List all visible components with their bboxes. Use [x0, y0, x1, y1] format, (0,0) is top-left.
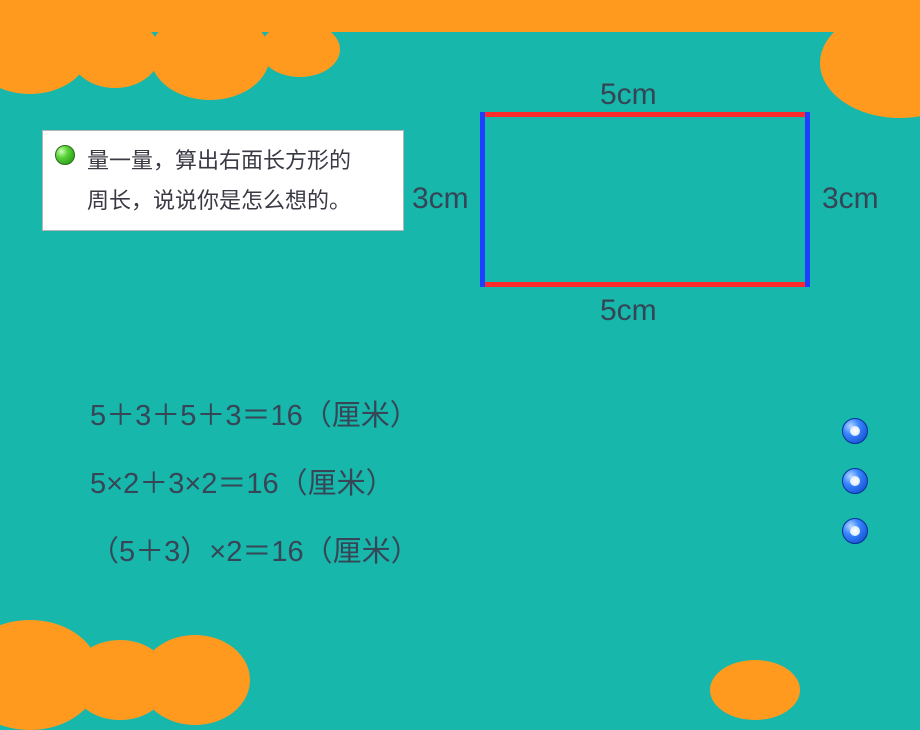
instruction-line1: 量一量，算出右面长方形的 — [87, 141, 391, 181]
instruction-box: 量一量，算出右面长方形的 周长，说说你是怎么想的。 — [42, 130, 404, 231]
cloud-shape — [260, 22, 340, 77]
equations-block: 5＋3＋5＋3＝16（厘米） 5×2＋3×2＝16（厘米） （5＋3）×2＝16… — [90, 382, 420, 586]
equation-3: （5＋3）×2＝16（厘米） — [90, 518, 420, 586]
rectangle-diagram — [480, 112, 810, 287]
cloud-shape — [150, 10, 270, 100]
dim-label-right: 3cm — [822, 182, 879, 216]
dim-label-bottom: 5cm — [600, 294, 657, 328]
rect-top-side — [480, 112, 810, 117]
bottom-right-decoration — [710, 660, 800, 720]
cloud-shape — [70, 18, 160, 88]
nav-button-3[interactable] — [842, 518, 868, 544]
rect-bottom-side — [480, 282, 810, 287]
instruction-line2: 周长，说说你是怎么想的。 — [87, 181, 391, 221]
rect-right-side — [805, 112, 810, 287]
dim-label-left: 3cm — [412, 182, 469, 216]
equation-1: 5＋3＋5＋3＝16（厘米） — [90, 382, 420, 450]
equation-2: 5×2＋3×2＝16（厘米） — [90, 450, 420, 518]
dim-label-top: 5cm — [600, 78, 657, 112]
bullet-icon — [55, 145, 75, 165]
rect-left-side — [480, 112, 485, 287]
nav-button-2[interactable] — [842, 468, 868, 494]
bottom-left-decoration — [0, 620, 230, 690]
nav-button-1[interactable] — [842, 418, 868, 444]
